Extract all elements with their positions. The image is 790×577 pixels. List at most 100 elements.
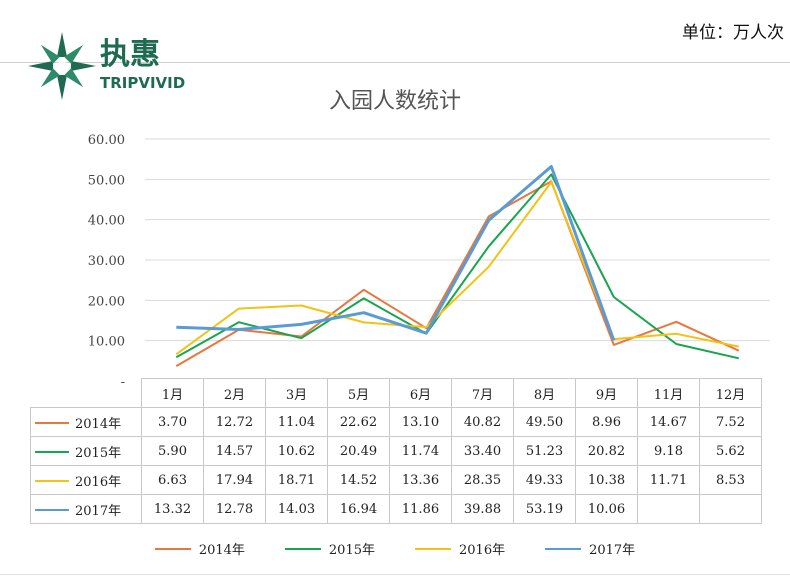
table-row: 2017年 13.32 12.78 14.03 16.94 11.86 39.88 53.19…: [30, 494, 762, 524]
data-table: 1月 2月 3月 5月 6月 7月 8月 9月 11月 12月 2014年 3.70 12.72 11.0…: [30, 378, 762, 524]
series-swatch: [35, 508, 69, 511]
table-row: 2014年 3.70 12.72 11.04 22.62 13.10 40.82 49.50 8…: [30, 407, 762, 437]
data-label: 14.52: [327, 465, 390, 495]
series-line-2016年: [175, 181, 740, 356]
data-label: 8.53: [699, 465, 762, 495]
series-swatch: [35, 450, 69, 453]
data-label: 20.82: [575, 436, 638, 466]
legend-swatch: [415, 548, 451, 550]
y-tick-label: 10.00: [88, 335, 125, 350]
data-label: 12.72: [203, 407, 266, 437]
series-name: 2014年: [75, 416, 122, 432]
unit-label: 单位：万人次: [682, 23, 784, 43]
y-tick-label: 40.00: [88, 214, 125, 229]
data-label: 39.88: [451, 494, 514, 524]
table-row: 2015年 5.90 14.57 10.62 20.49 11.74 33.40 51.23 2…: [30, 436, 762, 466]
footer-divider: [0, 574, 790, 575]
data-label: 53.19: [513, 494, 576, 524]
y-tick-label: 60.00: [88, 133, 125, 148]
data-label: 13.36: [389, 465, 452, 495]
legend-label: 2014年: [198, 543, 245, 558]
x-category-label: 12月: [699, 378, 762, 408]
data-label: 33.40: [451, 436, 514, 466]
data-label: 11.86: [389, 494, 452, 524]
data-label: 5.90: [141, 436, 204, 466]
legend-label: 2015年: [328, 543, 375, 558]
legend-swatch: [154, 548, 191, 550]
chart-legend: 2014年 2015年 2016年 2017年: [0, 539, 790, 558]
data-label: 49.50: [513, 407, 576, 437]
data-label: 20.49: [327, 436, 390, 466]
x-category-label: 6月: [389, 378, 452, 408]
legend-item: 2016年: [415, 539, 505, 558]
data-label: 10.62: [265, 436, 328, 466]
x-category-label: 2月: [203, 378, 266, 408]
series-label-cell: 2014年: [30, 407, 142, 437]
y-tick-label: 20.00: [88, 294, 125, 309]
data-label: 5.62: [699, 436, 762, 466]
series-line-2015年: [175, 173, 740, 360]
series-label-cell: 2016年: [30, 465, 142, 495]
legend-label: 2016年: [459, 543, 506, 558]
series-line-2014年: [175, 180, 740, 367]
series-swatch: [35, 421, 69, 424]
tripvivid-logo: 执惠 TRIPVIVID: [28, 32, 185, 100]
x-category-label: 5月: [327, 378, 390, 408]
series-name: 2015年: [75, 445, 122, 461]
data-label: 18.71: [265, 465, 328, 495]
data-label: [699, 494, 762, 524]
data-label: 3.70: [141, 407, 204, 437]
data-label: 28.35: [451, 465, 514, 495]
data-label: 14.57: [203, 436, 266, 466]
logo-en-text: TRIPVIVID: [100, 74, 185, 92]
data-label: 40.82: [451, 407, 514, 437]
legend-label: 2017年: [589, 543, 636, 558]
x-category-label: 3月: [265, 378, 328, 408]
data-label: 7.52: [699, 407, 762, 437]
data-label: 6.63: [141, 465, 204, 495]
legend-swatch: [284, 548, 321, 550]
series-swatch: [35, 479, 69, 482]
legend-swatch: [545, 548, 582, 550]
data-label: 12.78: [203, 494, 266, 524]
series-line-2017年: [176, 165, 616, 341]
data-label: 16.94: [327, 494, 390, 524]
table-row: 2016年 6.63 17.94 18.71 14.52 13.36 28.35 49.33 1…: [30, 465, 762, 495]
data-label: 17.94: [203, 465, 266, 495]
header-divider: [0, 62, 790, 63]
data-label: 13.10: [389, 407, 452, 437]
data-label: 8.96: [575, 407, 638, 437]
data-label: 11.71: [637, 465, 700, 495]
data-label: 14.67: [637, 407, 700, 437]
data-label: 49.33: [513, 465, 576, 495]
x-category-label: 9月: [575, 378, 638, 408]
x-category-label: 1月: [141, 378, 204, 408]
data-label: 10.06: [575, 494, 638, 524]
y-tick-label: 30.00: [88, 254, 125, 269]
series-label-cell: 2015年: [30, 436, 142, 466]
x-category-label: 11月: [637, 378, 700, 408]
data-label: 22.62: [327, 407, 390, 437]
legend-item: 2015年: [284, 539, 375, 558]
series-label-cell: 2017年: [30, 494, 142, 524]
data-label: 10.38: [575, 465, 638, 495]
series-name: 2016年: [75, 474, 122, 490]
legend-item: 2017年: [545, 539, 635, 558]
x-category-label: 8月: [513, 378, 576, 408]
logo-cn-text: 执惠: [100, 37, 160, 72]
data-label: 11.04: [265, 407, 328, 437]
chart-title: 入园人数统计: [328, 89, 461, 114]
legend-item: 2014年: [154, 539, 245, 558]
y-tick-label: 50.00: [88, 173, 125, 188]
data-label: 9.18: [637, 436, 700, 466]
table-corner-cell: [30, 378, 142, 408]
data-label: 51.23: [513, 436, 576, 466]
x-category-label: 7月: [451, 378, 514, 408]
data-label: 11.74: [389, 436, 452, 466]
data-label: 13.32: [141, 494, 204, 524]
data-label: [637, 494, 700, 524]
logo-star-icon: [28, 32, 96, 100]
data-label: 14.03: [265, 494, 328, 524]
series-name: 2017年: [75, 503, 122, 519]
